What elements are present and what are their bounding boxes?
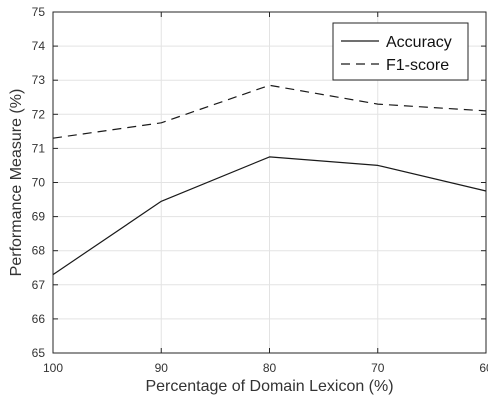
y-tick-label: 74 xyxy=(32,39,46,53)
y-tick-label: 71 xyxy=(32,141,46,155)
x-tick-label: 70 xyxy=(371,361,385,375)
y-tick-label: 75 xyxy=(32,5,46,19)
x-tick-label: 80 xyxy=(263,361,277,375)
legend-box xyxy=(332,22,469,81)
series-line-accuracy xyxy=(52,156,487,276)
x-axis-label: Percentage of Domain Lexicon (%) xyxy=(145,378,393,395)
legend: Accuracy F1-score xyxy=(332,22,469,81)
y-tick-label: 70 xyxy=(32,176,46,190)
x-axis-ticks: 100 90 80 70 60 xyxy=(43,12,488,375)
legend-label: F1-score xyxy=(386,57,449,74)
y-tick-label: 65 xyxy=(32,346,46,360)
y-tick-label: 66 xyxy=(32,312,46,326)
y-tick-label: 73 xyxy=(32,73,46,87)
y-tick-label: 68 xyxy=(32,244,46,258)
y-tick-label: 69 xyxy=(32,210,46,224)
y-tick-label: 67 xyxy=(32,278,46,292)
legend-label: Accuracy xyxy=(386,34,452,51)
y-axis-ticks: 65 66 67 68 69 70 71 72 73 74 75 xyxy=(32,5,486,360)
y-tick-label: 72 xyxy=(32,107,46,121)
x-tick-label: 100 xyxy=(43,361,63,375)
x-tick-label: 90 xyxy=(155,361,169,375)
x-tick-label: 60 xyxy=(479,361,488,375)
y-axis-label: Performance Measure (%) xyxy=(8,89,25,277)
series-layer xyxy=(52,84,487,276)
